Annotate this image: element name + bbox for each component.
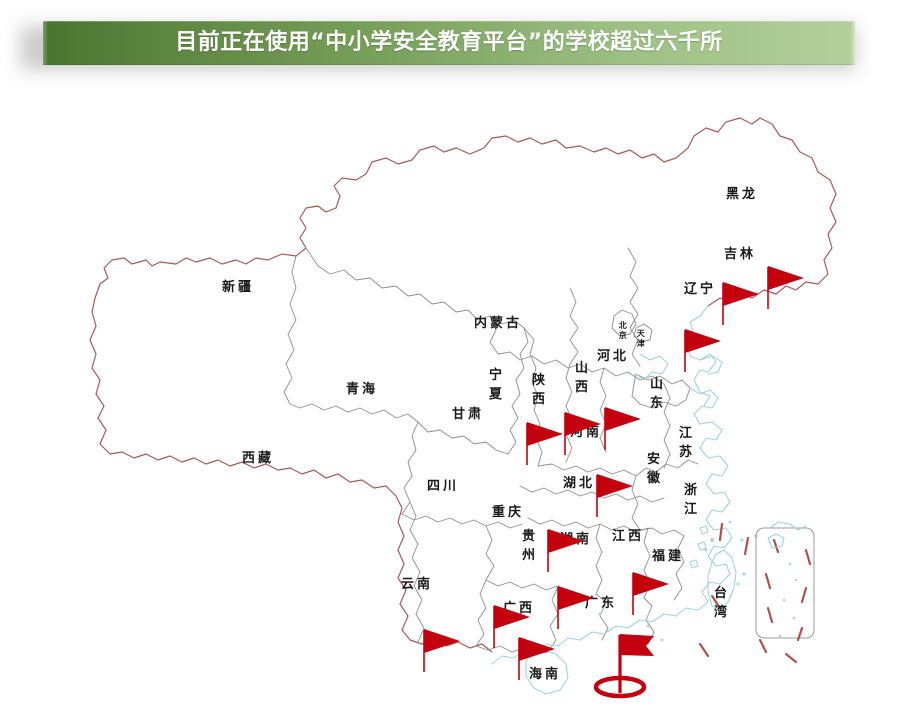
flag-pennant: [494, 605, 530, 629]
province-label-shandong: 东: [650, 395, 666, 411]
flag-pennant: [519, 637, 555, 661]
province-label-hebei: 河北: [597, 348, 629, 364]
province-borders: [283, 247, 699, 655]
province-label-shandong: 山: [650, 376, 666, 392]
flag-pennant: [768, 266, 804, 290]
flag-shanxi[interactable]: [564, 412, 601, 455]
province-label-sichuan: 四川: [427, 479, 459, 494]
province-label-tianjin: 津: [637, 338, 646, 348]
banner-left-bevel: [43, 21, 48, 65]
title-banner-region: 目前正在使用“中小学安全教育平台”的学校超过六千所: [0, 0, 898, 88]
flag-hubei[interactable]: [547, 529, 584, 572]
flag-henan[interactable]: [596, 474, 633, 517]
flag-pennant: [424, 629, 460, 653]
flag-heilongjiang[interactable]: [767, 266, 804, 309]
province-label-neimenggu: 内蒙古: [474, 315, 522, 331]
province-label-guizhou: 贵: [522, 528, 538, 544]
province-label-guangdong: 广东: [585, 595, 617, 611]
province-label-jiangsu: 江: [679, 425, 695, 441]
province-label-taiwan: 台: [714, 585, 730, 601]
province-label-ningxia: 宁: [489, 367, 505, 383]
province-label-beijing: 北: [619, 320, 628, 330]
page-title: 目前正在使用“中小学安全教育平台”的学校超过六千所: [175, 30, 723, 55]
flag-pennant: [548, 529, 584, 553]
province-label-gansu: 甘肃: [452, 406, 484, 422]
province-label-jiangsu: 苏: [679, 444, 695, 460]
flag-pennant: [620, 634, 654, 656]
coastline: [491, 305, 758, 695]
flag-guizhou[interactable]: [493, 605, 530, 648]
province-label-shaanxi: 陕: [532, 372, 548, 388]
national-border: [89, 117, 837, 653]
flag-guangdong[interactable]: [593, 634, 654, 699]
flag-pennant: [605, 407, 641, 431]
flag-hunan[interactable]: [557, 586, 594, 629]
province-label-jiangxi: 江西: [612, 528, 644, 544]
flag-marker-group: [423, 266, 804, 699]
province-label-chongqing: 重庆: [492, 504, 524, 520]
province-label-xizang: 西藏: [242, 450, 274, 466]
province-label-fujian: 福建: [651, 548, 684, 564]
flag-pennant: [565, 412, 601, 436]
flag-hebei[interactable]: [604, 407, 641, 450]
flag-jilin[interactable]: [722, 282, 759, 325]
province-label-anhui: 安: [647, 451, 663, 467]
title-banner: 目前正在使用“中小学安全教育平台”的学校超过六千所: [43, 21, 855, 65]
flag-guangxi[interactable]: [518, 637, 555, 680]
banner-right-bevel: [850, 21, 855, 65]
province-label-anhui: 徽: [646, 470, 663, 486]
province-label-zhejiang: 浙: [684, 482, 700, 498]
province-label-taiwan: 湾: [714, 604, 730, 620]
flag-pennant: [723, 282, 759, 306]
flag-liaoning[interactable]: [684, 329, 721, 372]
province-label-yunnan: 云南: [401, 576, 433, 592]
flag-jiangxi[interactable]: [632, 572, 669, 615]
province-label-shanxi: 山: [575, 360, 591, 376]
flag-shaanxi[interactable]: [526, 422, 563, 465]
province-label-tianjin: 天: [637, 329, 646, 338]
province-label-liaoning: 辽宁: [684, 281, 716, 297]
flag-pennant: [527, 422, 563, 446]
province-label-group: 新疆西藏青海甘肃内蒙古宁夏陕西山西河北北京天津山东河南江苏安徽浙江四川重庆湖北湖…: [222, 186, 758, 682]
province-label-beijing: 京: [619, 330, 628, 340]
province-label-jilin: 吉林: [724, 246, 756, 262]
province-label-zhejiang: 江: [684, 501, 700, 517]
south-china-sea-inset: [698, 521, 815, 664]
province-label-hainan: 海南: [529, 666, 561, 682]
province-label-xinjiang: 新疆: [222, 279, 254, 295]
flag-pennant: [685, 329, 721, 353]
flag-pennant: [597, 474, 633, 498]
province-label-guizhou: 州: [521, 548, 538, 563]
china-map: 新疆西藏青海甘肃内蒙古宁夏陕西山西河北北京天津山东河南江苏安徽浙江四川重庆湖北湖…: [0, 88, 898, 709]
flag-pennant: [633, 572, 669, 596]
province-label-qinghai: 青海: [346, 381, 378, 397]
province-label-shanxi: 西: [575, 380, 591, 395]
province-label-shaanxi: 西: [532, 392, 548, 407]
flag-pennant: [558, 586, 594, 610]
province-label-heilongjiang: 黑龙: [726, 186, 758, 202]
flag-yunnan[interactable]: [423, 629, 460, 672]
province-label-ningxia: 夏: [488, 387, 505, 402]
nine-dash-line: [698, 522, 812, 664]
province-label-hubei: 湖北: [563, 476, 595, 491]
